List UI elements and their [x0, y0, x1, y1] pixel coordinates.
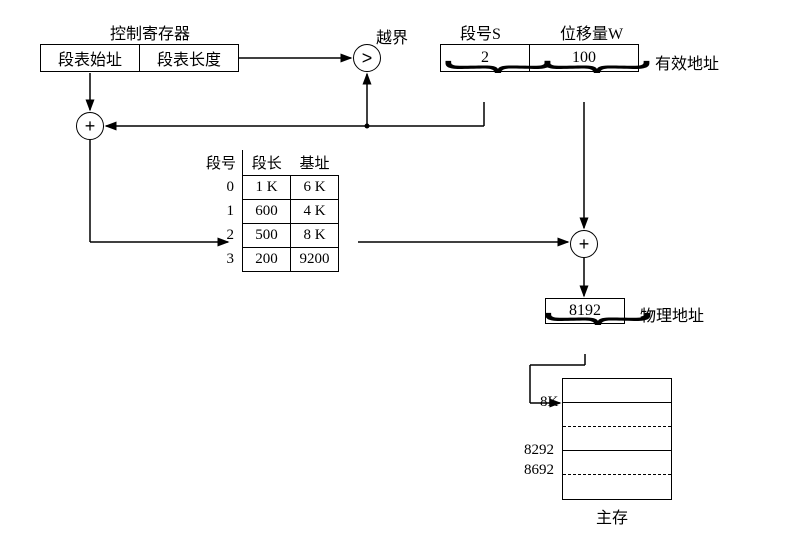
seg-base: 4 K	[291, 200, 339, 224]
overflow-label: 越界	[376, 24, 408, 48]
control-register-title: 控制寄存器	[110, 20, 190, 44]
table-row: 1 600 4 K	[200, 200, 339, 224]
mem-label-top: 8K	[540, 394, 558, 411]
mem-label-mid1: 8292	[524, 442, 554, 459]
connector-svg	[0, 0, 808, 535]
segment-table-container: 段号 段长 基址 0 1 K 6 K 1 600 4 K 2 500 8 K	[200, 150, 339, 272]
seg-idx: 0	[200, 176, 243, 200]
mem-row	[563, 427, 671, 451]
seg-table-len-box: 段表长度	[139, 44, 239, 72]
seg-len: 200	[243, 248, 291, 272]
brace-left: ︸	[443, 62, 553, 108]
brace-right: ︸	[542, 62, 652, 108]
seg-table-base-box: 段表始址	[40, 44, 140, 72]
mem-row	[563, 451, 671, 475]
seg-base: 9200	[291, 248, 339, 272]
offset-w-label: 位移量W	[560, 20, 623, 44]
seg-base: 8 K	[291, 224, 339, 248]
main-memory-label: 主存	[596, 504, 628, 528]
mem-row	[563, 403, 671, 427]
mem-row	[563, 475, 671, 499]
table-row: 2 500 8 K	[200, 224, 339, 248]
compare-op: >	[353, 44, 381, 72]
seg-idx: 3	[200, 248, 243, 272]
mem-label-mid2: 8692	[524, 462, 554, 479]
memory-block	[562, 378, 672, 500]
seg-len-header: 段长	[243, 150, 291, 176]
seg-idx: 1	[200, 200, 243, 224]
seg-no-header: 段号	[200, 150, 243, 176]
effective-addr-label: 有效地址	[655, 50, 719, 74]
adder-left: +	[76, 112, 104, 140]
brace-phys: ︸	[543, 314, 653, 360]
mem-row	[563, 379, 671, 403]
base-addr-header: 基址	[291, 150, 339, 176]
adder-right: +	[570, 230, 598, 258]
seg-no-s-label: 段号S	[460, 20, 501, 44]
seg-base: 6 K	[291, 176, 339, 200]
seg-len: 500	[243, 224, 291, 248]
seg-len: 1 K	[243, 176, 291, 200]
seg-idx: 2	[200, 224, 243, 248]
table-row: 0 1 K 6 K	[200, 176, 339, 200]
seg-len: 600	[243, 200, 291, 224]
table-row: 3 200 9200	[200, 248, 339, 272]
segment-table: 段号 段长 基址 0 1 K 6 K 1 600 4 K 2 500 8 K	[200, 150, 339, 272]
